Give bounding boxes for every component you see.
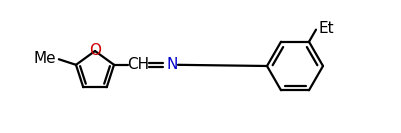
Text: O: O xyxy=(89,43,101,58)
Text: Me: Me xyxy=(33,51,56,66)
Text: CH: CH xyxy=(127,57,149,72)
Text: Et: Et xyxy=(318,21,334,36)
Text: N: N xyxy=(166,57,178,72)
